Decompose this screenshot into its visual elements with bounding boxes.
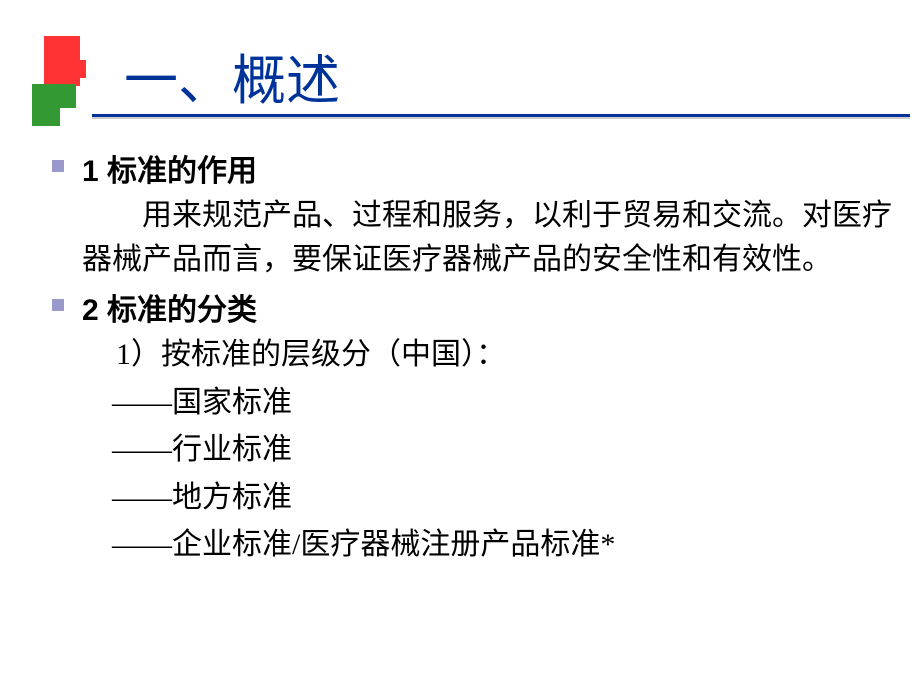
bullet-icon: [52, 160, 64, 172]
red-square-small: [72, 60, 86, 78]
section-1-heading: 1 标准的作用: [82, 146, 257, 190]
list-item: ——行业标准: [112, 428, 892, 472]
list-item: ——国家标准: [112, 381, 892, 425]
section-1-body: 用来规范产品、过程和服务，以利于贸易和交流。对医疗器械产品而言，要保证医疗器械产…: [82, 194, 892, 281]
section-2-heading: 2 标准的分类: [82, 285, 257, 329]
content-area: 1 标准的作用 用来规范产品、过程和服务，以利于贸易和交流。对医疗器械产品而言，…: [52, 146, 892, 571]
list-item: ——企业标准/医疗器械注册产品标准*: [112, 523, 892, 567]
title-underline-shadow: [92, 117, 910, 119]
bullet-icon: [52, 299, 64, 311]
green-square-large: [32, 84, 60, 126]
green-square-small: [60, 84, 76, 108]
section-2-heading-row: 2 标准的分类: [52, 285, 892, 329]
list-item: ——地方标准: [112, 476, 892, 520]
section-1-heading-row: 1 标准的作用: [52, 146, 892, 190]
section-2-subheading: 1）按标准的层级分（中国）：: [116, 333, 892, 377]
slide-title: 一、概述: [124, 36, 340, 115]
corner-decoration: [32, 36, 88, 126]
